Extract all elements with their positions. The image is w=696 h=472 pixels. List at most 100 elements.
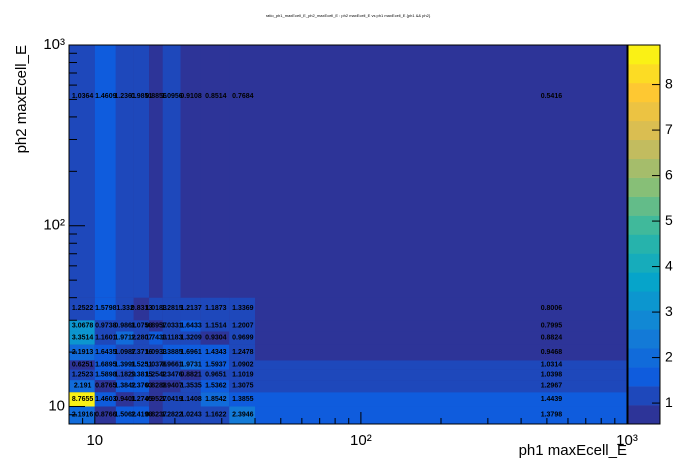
cell-value-label: 1.0419 (161, 396, 183, 403)
z-tick-label: 7 (665, 121, 673, 137)
heatmap-cell (180, 380, 201, 393)
heatmap-cell (162, 369, 181, 381)
palette-band (628, 405, 660, 425)
heatmap-cell (133, 297, 150, 321)
heatmap-cell (69, 331, 95, 345)
heatmap-cell (133, 406, 150, 424)
palette-band (628, 63, 660, 84)
palette-band (628, 367, 660, 387)
cell-value-label: 1.3369 (232, 305, 254, 312)
heatmap-cell (94, 380, 116, 393)
palette-band (628, 101, 660, 122)
heatmap-cell (149, 45, 163, 298)
heatmap-cell (115, 331, 134, 345)
palette-band (628, 234, 660, 254)
cell-value-label: 0.9651 (205, 372, 227, 379)
cell-value-label: 0.5416 (541, 93, 563, 100)
cell-value-label: 2.3946 (232, 412, 254, 419)
heatmap-cell (115, 406, 134, 424)
palette-band (628, 82, 660, 103)
palette-band (628, 272, 660, 292)
palette-band (628, 386, 660, 406)
cell-value-label: 1.1873 (205, 305, 227, 312)
palette-band (628, 348, 660, 368)
palette-band (628, 120, 660, 141)
cell-value-label: 1.0398 (541, 372, 563, 379)
cells (69, 45, 627, 424)
heatmap-cell (115, 360, 134, 370)
heatmap-cell (94, 320, 116, 332)
heatmap-cell (149, 369, 163, 381)
heatmap-cell (94, 369, 116, 381)
heatmap-cell (149, 331, 163, 345)
heatmap-cell (255, 45, 627, 298)
cell-value-label: 1.3991 (114, 362, 136, 369)
cell-value-label: 0.9661 (161, 362, 183, 369)
cell-value-label: 0.6251 (72, 362, 94, 369)
heatmap-cell (162, 406, 181, 424)
cell-value-label: 2.1916 (72, 412, 94, 419)
heatmap-cell (94, 360, 116, 370)
cell-value-label: 1.2822 (161, 412, 183, 419)
heatmap-cell (69, 380, 95, 393)
palette-band (628, 177, 660, 197)
x-tick-label: 10 (86, 432, 103, 449)
palette-band (628, 329, 660, 349)
heatmap-cell (133, 344, 150, 361)
z-tick-label: 8 (665, 75, 673, 91)
cell-value-label: 2.1913 (72, 349, 94, 356)
cell-value-label: 1.2967 (541, 383, 563, 390)
x-tick-label: 10² (350, 432, 372, 449)
heatmap-cell (94, 331, 116, 345)
heatmap-cell (200, 344, 230, 361)
cell-value-label: 0.9861 (114, 323, 136, 330)
heatmap-cell (162, 297, 181, 321)
cell-value-label: 1.5362 (205, 383, 227, 390)
cell-value-label: 8.7655 (72, 396, 94, 403)
heatmap-cell (133, 360, 150, 370)
heatmap-cell (162, 344, 181, 361)
cell-value-label: 1.5251 (131, 362, 153, 369)
z-tick-label: 3 (665, 303, 673, 319)
cell-value-label: 1.1183 (161, 335, 182, 342)
heatmap-cell (133, 392, 150, 407)
y-tick-label: 10² (43, 217, 65, 234)
palette-band (628, 196, 660, 216)
cell-value-label: 1.4609 (95, 93, 117, 100)
heatmap-cell (255, 320, 627, 332)
heatmap-cell (69, 297, 95, 321)
cell-value-label: 1.3885 (161, 349, 183, 356)
cell-value-label: 1.9712 (114, 335, 136, 342)
heatmap-cell (94, 45, 116, 298)
cell-value-label: 1.3855 (232, 396, 254, 403)
heatmap-cell (255, 380, 627, 393)
heatmap-cell (255, 360, 627, 370)
heatmap-cell (149, 344, 163, 361)
heatmap-cell (229, 360, 255, 370)
cell-value-label: 1.2745 (131, 396, 153, 403)
cell-value-label: 0.9108 (180, 93, 202, 100)
heatmap-cell (180, 45, 201, 298)
heatmap-cell (180, 331, 201, 345)
cell-value-label: 1.3075 (232, 383, 254, 390)
heatmap-cell (229, 344, 255, 361)
cell-value-label: 1.0314 (541, 362, 563, 369)
heatmap-cell (180, 406, 201, 424)
cell-value-label: 0.9851 (131, 93, 153, 100)
cell-value-label: 1.332 (116, 305, 134, 312)
heatmap-cell (162, 331, 181, 345)
heatmap-cell (255, 369, 627, 381)
cell-value-label: 3.3514 (72, 335, 94, 342)
cell-value-label: 3.0678 (72, 323, 94, 330)
heatmap-cell (162, 380, 181, 393)
cell-value-label: 1.1408 (180, 396, 202, 403)
palette-band (628, 310, 660, 330)
heatmap-cell (162, 320, 181, 332)
heatmap-cell (115, 344, 134, 361)
cell-value-label: 0.9699 (232, 335, 254, 342)
cell-value-label: 1.0956 (161, 93, 183, 100)
cell-value-label: 1.0902 (232, 362, 254, 369)
cell-value-label: 1.2807 (131, 335, 153, 342)
cell-value-label: 1.5798 (95, 305, 117, 312)
